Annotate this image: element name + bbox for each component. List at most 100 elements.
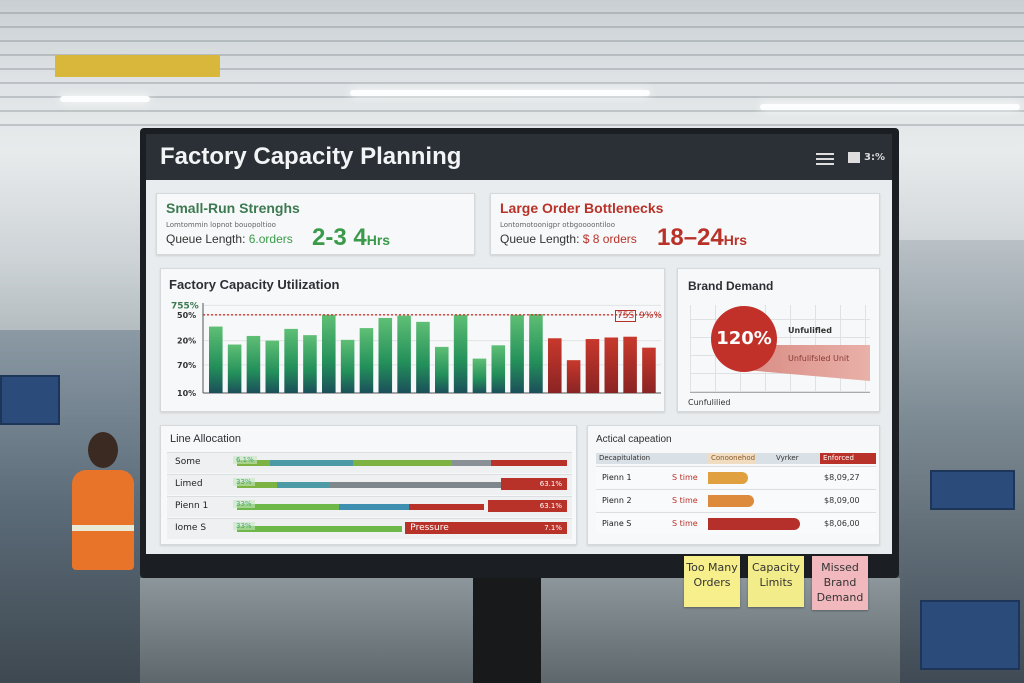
ceiling-light [60, 96, 150, 102]
time-value: 18–24 [657, 224, 724, 251]
value: $8,09,27 [824, 473, 860, 482]
capacity-fill-bar [708, 495, 754, 507]
table-row: Piane S S time $8,06,00 [596, 512, 876, 534]
overload-value: 63.1% [539, 502, 562, 510]
capacity-fill-bar [708, 518, 800, 530]
time-label: S time [672, 473, 698, 482]
queue-value: $ 8 orders [582, 232, 637, 246]
bar [359, 328, 374, 393]
actual-capacity-card: Actical capeation Decapitulation Conoone… [587, 425, 880, 545]
card-subtitle: Lontomotoonigpr otbgoooontiloo [500, 221, 615, 229]
bar [303, 335, 317, 393]
y-tick-label: 10% [177, 389, 196, 398]
sticky-note: Too Many Orders [684, 556, 740, 607]
row-label: Iome S [175, 523, 207, 533]
time-unit: Hrs [723, 232, 748, 248]
bar [265, 340, 280, 393]
row-label: Pienn 1 [175, 501, 209, 511]
card-title: Line Allocation [170, 433, 241, 445]
value: $8,09,00 [824, 496, 860, 505]
y-tick-label: 70% [177, 361, 196, 370]
queue-label: Queue Length: [166, 232, 246, 246]
crate [930, 470, 1015, 510]
ceiling-light [350, 90, 650, 96]
queue-length: Queue Length: $ 8 orders [500, 232, 637, 246]
table-row: Pienn 1 S time $8,09,27 [596, 466, 876, 488]
small-run-card: Small-Run Strenghs Lomtommin lopnot bouo… [156, 193, 475, 255]
card-title: Factory Capacity Utilization [169, 277, 340, 292]
crate [0, 375, 60, 425]
table-header: Decapitulation Conoonehod Vyrker Enforce… [596, 453, 876, 464]
allocation-bar [237, 526, 567, 532]
value: $8,06,00 [824, 519, 860, 528]
row-pill: 6.1% [233, 456, 257, 464]
target-label: 75S 9%% [615, 310, 662, 322]
bar [416, 321, 430, 393]
capacity-fill-bar [708, 472, 748, 484]
row-pill: 33% [233, 478, 255, 486]
allocation-bar [237, 504, 567, 510]
y-tick-label: 755% [171, 301, 199, 311]
large-order-card: Large Order Bottlenecks Lontomotoonigpr … [490, 193, 880, 255]
queue-length: Queue Length: 6.orders [166, 232, 293, 246]
bar [510, 314, 524, 393]
bar [397, 315, 411, 393]
bar-segment [276, 482, 330, 488]
bar [472, 358, 487, 393]
bar-segment [270, 460, 353, 466]
row-pill: 33% [233, 500, 255, 508]
col-header: Enforced [820, 453, 876, 464]
allocation-row: Pienn 1 33% 63.1% [167, 496, 572, 517]
bar-segment [491, 460, 567, 466]
card-subtitle: Lomtommin lopnot bouopoltioo [166, 221, 276, 229]
bar-segment [352, 460, 452, 466]
bar-segment [408, 504, 485, 510]
battery-icon [848, 152, 860, 163]
turnaround-time: 2-3 4Hrs [312, 224, 390, 252]
bar-segment [237, 504, 340, 510]
bar [340, 339, 355, 393]
bar [246, 335, 261, 393]
queue-label: Queue Length: [500, 232, 580, 246]
plant-name: Piane S [602, 519, 632, 528]
bar [548, 338, 562, 393]
allocation-row: Limed 33% 63.1% [167, 474, 572, 495]
bar-segment [237, 526, 402, 532]
time-label: S time [672, 496, 698, 505]
worker-vest [72, 470, 134, 570]
monitor-stand [473, 578, 541, 683]
row-pill: 33% [233, 522, 255, 530]
brand-demand-card: Brand Demand 120% Unfulifled Unfulifsled… [677, 268, 880, 412]
bar [378, 317, 393, 393]
bar [623, 336, 637, 393]
card-title: Large Order Bottlenecks [500, 200, 664, 216]
worker-head [88, 432, 118, 468]
overload-box: 63.1% [487, 500, 567, 512]
time-value: 2-3 4 [312, 224, 367, 251]
col-header: Conoonehod [708, 453, 756, 464]
turnaround-time: 18–24Hrs [657, 224, 747, 252]
demand-circle: 120% [711, 306, 777, 372]
axis-label: Cunfulilied [688, 398, 731, 407]
col-header: Vyrker [776, 454, 799, 462]
plant-name: Pienn 2 [602, 496, 632, 505]
target-text: 9%% [639, 311, 662, 321]
ceiling-light [760, 104, 1020, 110]
allocation-bar [237, 482, 567, 488]
sticky-note: Capacity Limits [748, 556, 804, 607]
allocation-bar [237, 460, 567, 466]
yellow-beam [55, 55, 220, 77]
time-unit: Hrs [366, 232, 391, 248]
sticky-note: Missed Brand Demand [812, 556, 868, 610]
crate [920, 600, 1020, 670]
menu-icon[interactable] [816, 153, 834, 165]
bar [453, 314, 468, 393]
overload-box: Pressure 7.1% [405, 522, 567, 534]
allocation-row: Iome S 33% Pressure 7.1% [167, 518, 572, 539]
unfulfilled-unit-label: Unfulifsled Unit [788, 354, 850, 363]
bar [566, 360, 581, 393]
bar [604, 337, 619, 393]
plant-name: Pienn 1 [602, 473, 632, 482]
overload-value: 7.1% [544, 524, 562, 532]
overload-value: 63.1% [539, 480, 562, 488]
